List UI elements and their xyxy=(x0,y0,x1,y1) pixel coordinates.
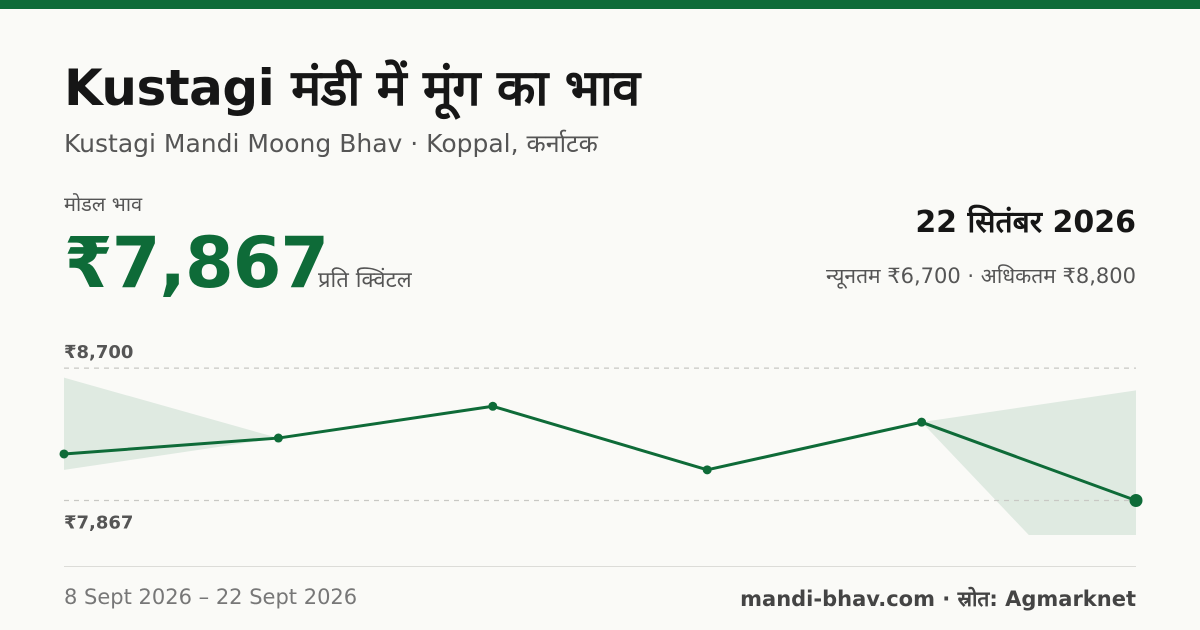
modal-price-value: ₹7,867 xyxy=(64,222,329,304)
min-max-range: न्यूनतम ₹6,700 · अधिकतम ₹8,800 xyxy=(826,264,1136,288)
y-reference-label-current: ₹7,867 xyxy=(64,513,133,534)
price-date: 22 सितंबर 2026 xyxy=(915,205,1136,240)
price-series-line xyxy=(62,404,1138,503)
site-name: mandi-bhav.com xyxy=(740,587,935,611)
range-band-left xyxy=(64,377,279,470)
modal-price-label: मोडल भाव xyxy=(64,192,143,216)
data-point xyxy=(488,401,498,411)
data-point-latest xyxy=(1129,494,1143,508)
y-reference-label-max: ₹8,700 xyxy=(64,342,133,363)
source-credit: mandi-bhav.com · स्रोत: Agmarknet xyxy=(740,585,1136,613)
top-accent-bar xyxy=(0,0,1200,9)
footer-divider xyxy=(64,566,1136,567)
data-point xyxy=(917,417,927,427)
date-range: 8 Sept 2026 – 22 Sept 2026 xyxy=(64,585,358,609)
data-point xyxy=(702,465,712,475)
data-source: स्रोत: Agmarknet xyxy=(957,587,1136,611)
data-point xyxy=(59,449,69,459)
page-title: Kustagi मंडी में मूंग का भाव xyxy=(64,59,640,117)
separator: · xyxy=(942,587,958,611)
page-subtitle: Kustagi Mandi Moong Bhav · Koppal, कर्ना… xyxy=(64,129,598,158)
data-point xyxy=(273,433,283,443)
price-unit: प्रति क्विंटल xyxy=(318,268,412,293)
